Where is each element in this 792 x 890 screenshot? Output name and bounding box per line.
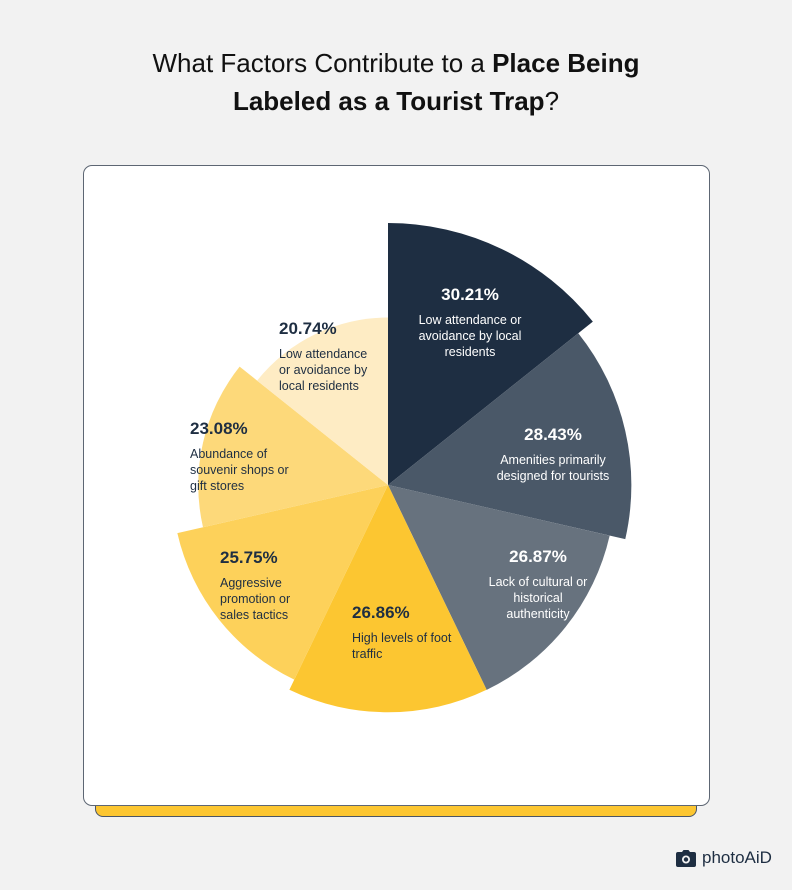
- chart-title: What Factors Contribute to a Place Being…: [0, 44, 792, 120]
- pie-slice: [289, 485, 487, 713]
- pie-slice: [388, 223, 593, 485]
- title-line-1: What Factors Contribute to a Place Being: [0, 44, 792, 82]
- slice-label-5: 25.75% Aggressive promotion or sales tac…: [220, 547, 320, 623]
- brand-logo: photoAiD: [676, 848, 772, 868]
- slice-percent: 20.74%: [279, 319, 337, 338]
- title-bold-text-2: Labeled as a Tourist Trap: [232, 86, 545, 116]
- slice-label-1: 30.21% Low attendance or avoidance by lo…: [405, 284, 535, 360]
- slice-text: Abundance of souvenir shops or gift stor…: [190, 447, 289, 493]
- title-line-2: Labeled as a Tourist Trap?: [0, 82, 792, 120]
- pie-slice: [388, 485, 610, 690]
- title-regular-text: What Factors Contribute to a: [152, 48, 493, 78]
- slice-text: Low attendance or avoidance by local res…: [418, 313, 522, 359]
- slice-percent: 26.87%: [509, 547, 567, 566]
- slice-percent: 23.08%: [190, 419, 248, 438]
- title-bold-text-1: Place Being: [492, 48, 640, 78]
- slice-label-6: 23.08% Abundance of souvenir shops or gi…: [190, 418, 300, 494]
- slice-label-2: 28.43% Amenities primarily designed for …: [478, 424, 628, 484]
- slice-text: High levels of foot traffic: [352, 631, 452, 661]
- pie-slice: [177, 485, 388, 680]
- slice-percent: 30.21%: [441, 285, 499, 304]
- slice-label-3: 26.87% Lack of cultural or historical au…: [478, 546, 598, 622]
- slice-text: Low attendance or avoidance by local res…: [279, 347, 368, 393]
- brand-name: photoAiD: [702, 848, 772, 867]
- slice-percent: 26.86%: [352, 603, 410, 622]
- slice-percent: 28.43%: [524, 425, 582, 444]
- slice-text: Aggressive promotion or sales tactics: [220, 576, 291, 622]
- title-suffix: ?: [544, 86, 560, 116]
- pie-slice: [257, 317, 388, 485]
- pie-slice: [198, 366, 388, 528]
- slice-text: Amenities primarily designed for tourist…: [496, 453, 610, 483]
- slice-label-4: 26.86% High levels of foot traffic: [352, 602, 452, 662]
- camera-icon: [676, 849, 696, 867]
- slice-label-7: 20.74% Low attendance or avoidance by lo…: [279, 318, 379, 394]
- pie-slice: [388, 333, 632, 540]
- slice-percent: 25.75%: [220, 548, 278, 567]
- slice-text: Lack of cultural or historical authentic…: [488, 575, 588, 621]
